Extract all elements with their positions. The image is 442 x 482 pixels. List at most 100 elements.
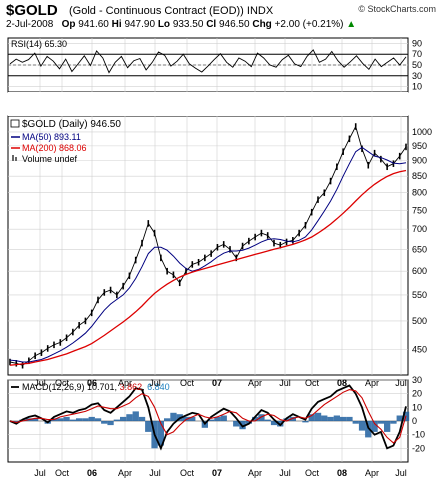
macd-histogram-bar (277, 421, 284, 427)
quote-open: 941.60 (78, 19, 109, 30)
macd-histogram-bar (13, 421, 20, 423)
macd-histogram-bar (113, 419, 120, 421)
macd-histogram-bar (252, 416, 259, 421)
x-tick-label: Jul (395, 468, 407, 478)
macd-ytick-label: -10 (412, 430, 425, 440)
macd-legend: MACD(12,26,9) 10.701, 3.862, 6.840 (22, 382, 170, 392)
price-ytick-label: 600 (412, 266, 427, 276)
macd-histogram-bar (63, 416, 70, 421)
price-legend-swatch (10, 119, 20, 128)
price-x-tick-label: Jul (395, 378, 407, 388)
panel-frame-2 (7, 115, 409, 376)
volume-legend: Volume undef (22, 154, 78, 164)
x-tick-label: Jul (149, 468, 161, 478)
macd-histogram-bar (384, 421, 391, 432)
change-arrow-icon: ▲ (346, 19, 357, 30)
price-x-tick-label: Jul (279, 378, 291, 388)
copyright-notice: © StockCharts.com (358, 4, 436, 14)
macd-histogram-bar (189, 416, 196, 421)
macd-histogram-bar (208, 419, 215, 421)
price-ytick-label: 750 (412, 205, 427, 215)
ma200-series-line (9, 169, 407, 366)
macd-histogram-bar (76, 418, 83, 421)
quote-low: 933.50 (172, 19, 204, 30)
macd-histogram-bar (32, 418, 39, 421)
macd-histogram-bar (126, 414, 133, 421)
macd-histogram-bar (164, 418, 171, 421)
rsi-ytick-label: 10 (412, 82, 422, 92)
chart-header: $GOLD (Gold - Continuous Contract (EOD))… (0, 0, 442, 34)
macd-histogram-bar (352, 421, 359, 424)
macd-histogram-bar (145, 421, 152, 432)
macd-histogram-bar (120, 416, 127, 421)
price-ytick-label: 450 (412, 345, 427, 355)
price-ytick-label: 550 (412, 290, 427, 300)
ma50-series-line (9, 146, 407, 363)
price-x-tick-label: Oct (180, 378, 195, 388)
instrument-name: (Gold - Continuous Contract (EOD)) INDX (69, 5, 274, 17)
symbol-title: $GOLD (6, 2, 58, 19)
macd-histogram-bar (289, 416, 296, 421)
x-tick-label: Apr (365, 468, 379, 478)
price-ytick-label: 850 (412, 171, 427, 181)
macd-histogram-bar (346, 416, 353, 421)
macd-ytick-label: 30 (412, 375, 422, 385)
price-ytick-label: 950 (412, 141, 427, 151)
macd-histogram-bar (321, 415, 328, 421)
ma50-legend: MA(50) 893.11 (22, 132, 81, 142)
macd-ytick-label: 0 (412, 416, 417, 426)
quote-line: 2-Jul-2008 Op 941.60 Hi 947.90 Lo 933.50… (6, 19, 357, 30)
macd-histogram-bar (314, 412, 322, 421)
macd-histogram-bar (214, 416, 221, 421)
x-tick-label: Oct (55, 468, 70, 478)
macd-histogram-bar (245, 421, 252, 424)
macd-histogram-bar (182, 416, 190, 421)
price-legend-gold: $GOLD (Daily) 946.50 (22, 119, 121, 130)
macd-histogram-bar (371, 421, 378, 432)
panel-gap (8, 92, 408, 116)
price-x-tick-label: Jul (149, 378, 161, 388)
macd-ytick-label: 10 (412, 402, 422, 412)
x-tick-label: Jul (34, 468, 46, 478)
x-tick-label: Apr (118, 468, 132, 478)
quote-high: 947.90 (124, 19, 156, 30)
price-ytick-label: 500 (412, 316, 427, 326)
price-ytick-label: 700 (412, 224, 427, 234)
volume-legend-swatch-2 (15, 157, 17, 161)
price-x-tick-label: Oct (305, 378, 320, 388)
macd-histogram-bar (88, 416, 95, 421)
quote-date: 2-Jul-2008 (6, 19, 54, 30)
volume-legend-swatch (12, 155, 14, 161)
macd-histogram-bar (101, 421, 108, 424)
macd-ytick-label: -20 (412, 443, 425, 453)
macd-signal-line (9, 389, 407, 444)
price-ytick-label: 800 (412, 188, 427, 198)
macd-histogram-bar (94, 418, 102, 421)
rsi-legend: RSI(14) 65.30 (11, 39, 67, 49)
price-x-tick-label: Apr (248, 378, 262, 388)
price-ytick-label: 1000 (412, 127, 432, 137)
macd-histogram-bar (340, 416, 347, 421)
macd-histogram-bar (258, 414, 265, 421)
macd-histogram-bar (82, 418, 89, 421)
price-x-tick-label: Apr (365, 378, 379, 388)
price-series-line (9, 125, 407, 366)
x-tick-label: Jul (279, 468, 291, 478)
quote-close: 946.50 (218, 19, 250, 30)
macd-histogram-bar (69, 419, 76, 421)
rsi-ytick-label: 30 (412, 71, 422, 81)
rsi-ytick-label: 70 (412, 49, 422, 59)
price-x-tick-label: Apr (118, 378, 132, 388)
quote-change: +2.00 (+0.21%) (274, 19, 344, 30)
price-x-tick-label: Oct (55, 378, 70, 388)
macd-series-line (9, 384, 407, 451)
macd-histogram-bar (396, 415, 403, 421)
macd-histogram-bar (308, 414, 315, 421)
macd-histogram-bar (377, 421, 384, 424)
x-tick-label: Oct (305, 468, 320, 478)
x-tick-label: 06 (87, 468, 97, 478)
rsi-ytick-label: 50 (412, 60, 422, 70)
rsi-ytick-label: 90 (412, 38, 422, 48)
macd-histogram-bar (138, 416, 146, 421)
